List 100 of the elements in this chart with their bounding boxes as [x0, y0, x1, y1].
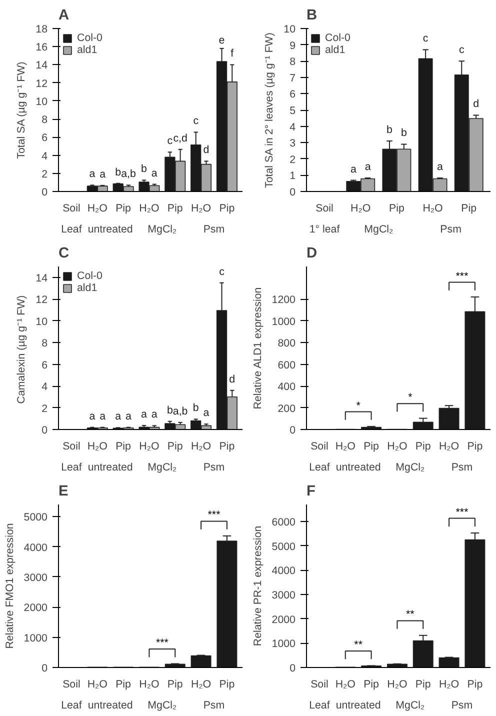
text: Psm: [203, 462, 225, 474]
y-tick-label: 2000: [272, 614, 296, 626]
y-tick-label: 2: [290, 154, 296, 166]
y-tick-label: 0: [290, 424, 296, 436]
y-tick-label: 6: [42, 132, 48, 144]
y-axis-title: Total SA (µg g⁻¹ FW): [16, 62, 28, 159]
y-tick-label: 1: [290, 170, 296, 182]
data-label: a: [151, 408, 158, 421]
data-label: c: [167, 135, 174, 148]
text: MgCl₂: [148, 224, 177, 236]
text: untreated: [88, 462, 133, 474]
y-tick-label: 10: [36, 316, 48, 328]
text: untreated: [336, 700, 381, 712]
data-label: b: [141, 163, 148, 176]
y-tick-label: 0: [290, 186, 296, 198]
y-tick-label: 4000: [272, 565, 296, 578]
text: Soil: [316, 202, 334, 214]
y-tick-label: 1000: [24, 632, 48, 644]
text: MgCl₂: [148, 462, 177, 474]
y-tick-label: 0: [42, 186, 48, 198]
x-tick-label: Pip: [219, 440, 235, 452]
x-tick-label: Pip: [415, 440, 431, 452]
x-tick-label: Pip: [167, 202, 183, 214]
y-tick-label: 6: [290, 88, 296, 101]
data-label: e: [218, 34, 225, 46]
y-axis-title: Total SA in 2° leaves (µg g⁻¹ FW): [264, 32, 276, 188]
text: untreated: [88, 224, 133, 236]
x-tick-label: H₂O: [87, 678, 108, 690]
data-label: b: [115, 166, 122, 178]
chart-title: D: [306, 246, 318, 262]
y-tick-label: 8: [42, 114, 48, 126]
x-tick-label: H₂O: [87, 440, 108, 452]
y-tick-label: 12: [36, 78, 48, 90]
y-tick-label: 9: [290, 40, 296, 52]
y-tick-label: 2: [42, 168, 48, 180]
data-label: a,b: [121, 168, 136, 180]
y-tick-label: 0: [290, 662, 296, 674]
data-label: a: [151, 167, 158, 180]
x-tick-label: H₂O: [87, 202, 108, 214]
x-tick-label: Pip: [167, 440, 183, 452]
data-label: a: [100, 168, 106, 180]
x-tick-label: H₂O: [335, 440, 356, 452]
y-tick-label: 6000: [272, 516, 296, 529]
legend-label: Col-0: [77, 32, 102, 44]
data-label: a: [203, 407, 210, 420]
y-tick-label: 200: [278, 402, 296, 415]
x-tick-label: H₂O: [190, 440, 212, 452]
y-tick-label: 6: [42, 359, 48, 372]
data-label: a: [115, 410, 122, 423]
y-tick-label: 2000: [24, 602, 48, 614]
y-tick-label: 4000: [24, 542, 48, 554]
y-tick-label: 4: [290, 121, 296, 134]
y-tick-label: 800: [278, 338, 296, 350]
data-label: d: [203, 144, 210, 156]
text: MgCl₂: [396, 700, 425, 712]
chart-title: E: [58, 484, 68, 500]
data-label: d: [229, 373, 236, 386]
y-tick-label: 14: [36, 60, 48, 72]
y-tick-label: 5000: [24, 512, 48, 524]
y-axis-title: Camalexin (µg g⁻¹ FW): [16, 295, 28, 404]
x-tick-label: Pip: [388, 202, 404, 214]
data-label: c: [458, 44, 465, 56]
data-label: b: [386, 124, 393, 136]
y-tick-label: 10: [36, 96, 48, 108]
y-tick-label: 3: [290, 138, 296, 150]
x-tick-label: Pip: [415, 678, 431, 690]
annotation: **: [406, 608, 414, 621]
data-label: d: [473, 98, 480, 110]
text: Psm: [451, 462, 473, 474]
x-tick-label: H₂O: [387, 440, 408, 452]
y-tick-label: 10: [284, 24, 296, 36]
y-tick-label: 8: [42, 338, 48, 350]
text: MgCl₂: [148, 700, 177, 712]
x-tick-label: Pip: [461, 202, 477, 214]
legend-label: ald1: [77, 44, 98, 56]
chart-title: C: [58, 246, 70, 262]
x-tick-label: H₂O: [139, 202, 160, 214]
x-tick-label: Pip: [167, 678, 183, 690]
data-label: a,b: [172, 405, 188, 418]
data-label: a: [350, 163, 356, 176]
x-tick-label: Pip: [364, 678, 380, 690]
text: MgCl₂: [396, 462, 425, 474]
legend-label: Col-0: [77, 270, 102, 282]
y-tick-label: 16: [36, 42, 48, 54]
x-tick-label: Pip: [219, 202, 235, 214]
y-tick-label: 5000: [272, 540, 296, 553]
annotation: *: [408, 392, 412, 404]
text: MgCl₂: [364, 224, 394, 236]
x-tick-label: Pip: [467, 440, 483, 452]
text: untreated: [336, 462, 381, 474]
data-label: c: [193, 115, 200, 128]
chart-title: B: [306, 8, 318, 24]
y-tick-label: 2: [42, 402, 48, 415]
x-tick-label: H₂O: [422, 202, 443, 214]
text: Psm: [203, 224, 225, 236]
x-tick-label: H₂O: [139, 440, 160, 452]
x-tick-label: Pip: [116, 202, 132, 214]
data-label: a: [89, 410, 96, 422]
annotation: ***: [456, 506, 468, 518]
x-tick-label: H₂O: [335, 678, 356, 690]
